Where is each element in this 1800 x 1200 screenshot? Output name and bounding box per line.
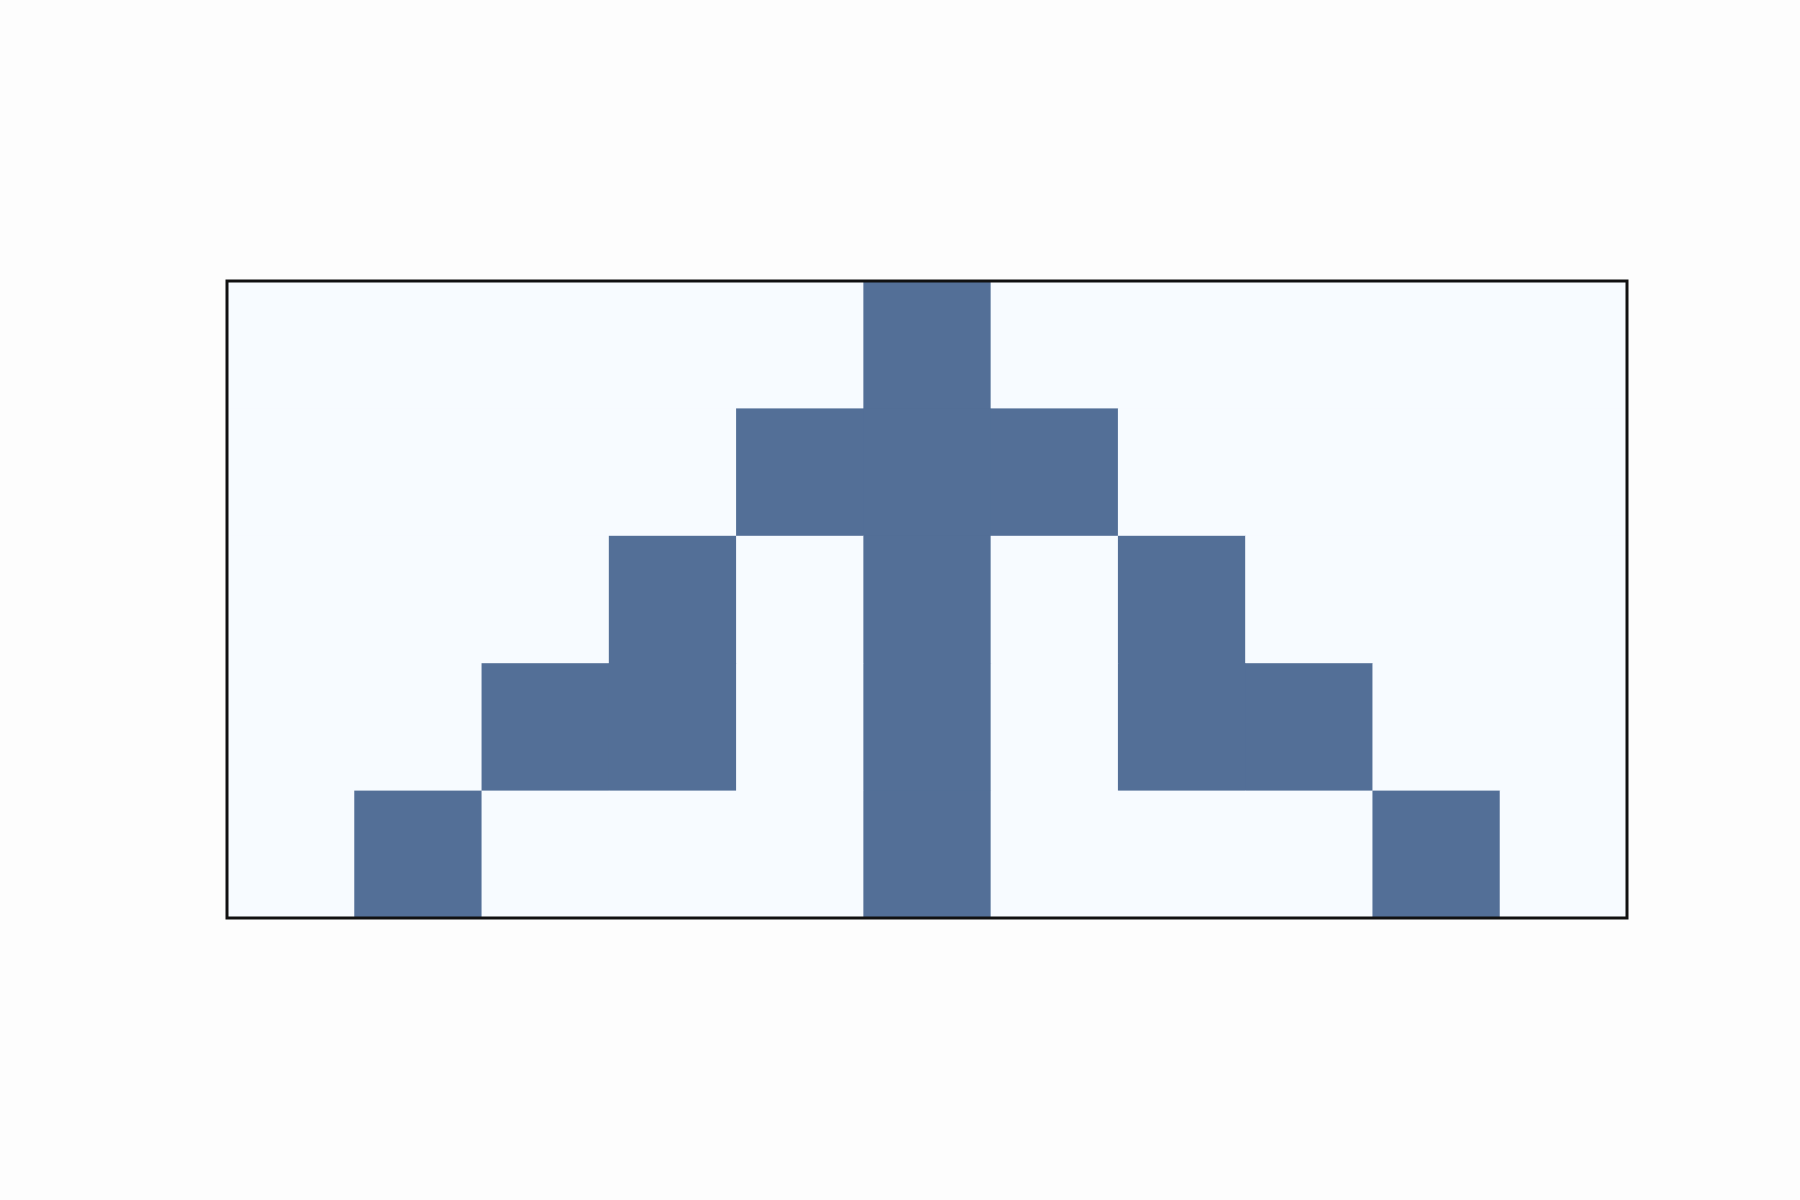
heatmap-cell-r4-c9 [1372,790,1501,919]
heatmap-cell-r4-c7 [1117,790,1246,919]
heatmap-cell-r1-c4 [736,408,864,537]
heatmap-cell-r1-c10 [1499,408,1628,537]
heatmap-cell-r2-c4 [736,535,864,664]
heatmap-cell-r1-c0 [227,408,355,537]
heatmap-cell-r2-c6 [990,535,1119,664]
heatmap-cell-r3-c2 [481,663,610,792]
heatmap-cell-r4-c8 [1245,790,1374,919]
heatmap-cell-r1-c6 [990,408,1119,537]
heatmap-cell-r1-c2 [481,408,610,537]
heatmap-cell-r3-c9 [1372,663,1501,792]
heatmap-cell-r2-c7 [1117,535,1246,664]
heatmap-cell-r4-c6 [990,790,1119,919]
heatmap-cell-r4-c0 [227,790,355,919]
heatmap-cell-r4-c5 [863,790,992,919]
heatmap-cell-r0-c7 [1117,281,1246,409]
heatmap-cell-r0-c9 [1372,281,1501,409]
heatmap-cell-r0-c6 [990,281,1119,409]
heatmap-cell-r3-c4 [736,663,864,792]
heatmap-cell-r3-c6 [990,663,1119,792]
heatmap-cell-r4-c2 [481,790,610,919]
heatmap-cell-r2-c2 [481,535,610,664]
heatmap-cell-r0-c5 [863,281,992,409]
heatmap-cell-r2-c9 [1372,535,1501,664]
heatmap-cell-r1-c8 [1245,408,1374,537]
heatmap-cell-r3-c10 [1499,663,1628,792]
heatmap-cell-r4-c1 [354,790,483,919]
heatmap-cell-r0-c10 [1499,281,1628,409]
heatmap-cell-r1-c9 [1372,408,1501,537]
heatmap-cell-r2-c1 [354,535,483,664]
heatmap-frame [225,279,1629,920]
heatmap-cell-r1-c3 [608,408,737,537]
heatmap-cell-r3-c8 [1245,663,1374,792]
heatmap-cell-r4-c4 [736,790,864,919]
heatmap-cell-r3-c3 [608,663,737,792]
heatmap-cell-r4-c3 [608,790,737,919]
heatmap-cell-r3-c7 [1117,663,1246,792]
heatmap-cells [227,281,1628,919]
heatmap-cell-r3-c5 [863,663,992,792]
heatmap-cell-r1-c5 [863,408,992,537]
heatmap-cell-r0-c8 [1245,281,1374,409]
heatmap-cell-r2-c0 [227,535,355,664]
heatmap-cell-r0-c1 [354,281,483,409]
heatmap-cell-r3-c1 [354,663,483,792]
heatmap-cell-r0-c2 [481,281,610,409]
heatmap-cell-r3-c0 [227,663,355,792]
heatmap-cell-r0-c3 [608,281,737,409]
heatmap-cell-r2-c8 [1245,535,1374,664]
heatmap-cell-r0-c4 [736,281,864,409]
heatmap-cell-r1-c1 [354,408,483,537]
heatmap-cell-r0-c0 [227,281,355,409]
heatmap-cell-r4-c10 [1499,790,1628,919]
heatmap-cell-r2-c10 [1499,535,1628,664]
heatmap-cell-r2-c5 [863,535,992,664]
heatmap-cell-r2-c3 [608,535,737,664]
heatmap-cell-r1-c7 [1117,408,1246,537]
